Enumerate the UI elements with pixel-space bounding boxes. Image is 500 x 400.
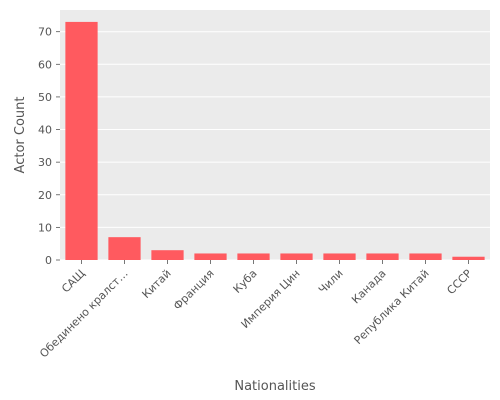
grid-lines [60, 31, 490, 261]
bar-2 [151, 250, 184, 260]
y-tick-label: 40 [38, 124, 52, 137]
bar-8 [409, 253, 442, 260]
x-tick-label: Канада [349, 267, 388, 306]
x-tick-label: Чили [316, 267, 346, 297]
y-tick-label: 60 [38, 58, 52, 71]
x-tick-label: СССР [444, 267, 474, 297]
x-tick-label: САЩ [59, 267, 87, 295]
y-tick-label: 50 [38, 91, 52, 104]
bar-5 [280, 253, 313, 260]
x-axis-title: Nationalities [234, 379, 315, 394]
bar-0 [65, 21, 98, 261]
x-tick-label: Обединено кралст… [37, 267, 130, 360]
bar-1 [108, 237, 141, 260]
bar-3 [194, 253, 227, 260]
x-tick-label: Република Китай [352, 267, 432, 347]
bar-7 [366, 253, 399, 260]
y-tick-label: 0 [45, 254, 52, 267]
x-tick-label: Франция [171, 267, 217, 313]
y-tick-label: 30 [38, 156, 52, 169]
bar-9 [452, 256, 485, 260]
y-tick-label: 70 [38, 26, 52, 39]
bar-6 [323, 253, 356, 260]
plot-background [60, 10, 490, 260]
y-tick-label: 10 [38, 221, 52, 234]
y-tick-label: 20 [38, 189, 52, 202]
bar-4 [237, 253, 270, 260]
bars [65, 21, 485, 261]
x-tick-label: Куба [231, 267, 260, 296]
x-tick-label: Китай [139, 267, 173, 301]
y-axis-ticks: 0 10 20 30 40 50 60 70 [38, 26, 60, 267]
y-axis-title: Actor Count [13, 97, 28, 174]
